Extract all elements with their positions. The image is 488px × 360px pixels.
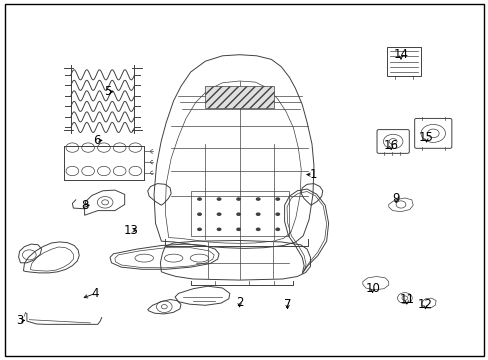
Circle shape [216, 212, 221, 216]
Text: 14: 14 [393, 48, 407, 61]
Circle shape [236, 212, 241, 216]
Text: 13: 13 [123, 224, 138, 237]
Text: 11: 11 [399, 293, 413, 306]
Text: 15: 15 [418, 131, 433, 144]
Text: 4: 4 [91, 287, 99, 300]
Text: 7: 7 [283, 298, 291, 311]
Circle shape [275, 197, 280, 201]
Circle shape [216, 228, 221, 231]
Bar [205, 86, 273, 108]
Text: 8: 8 [81, 199, 88, 212]
Text: 2: 2 [235, 296, 243, 309]
Text: 5: 5 [103, 85, 111, 98]
Circle shape [197, 228, 202, 231]
Text: 10: 10 [365, 282, 379, 294]
Circle shape [236, 197, 241, 201]
Circle shape [255, 228, 260, 231]
Circle shape [255, 212, 260, 216]
Circle shape [197, 212, 202, 216]
Text: 3: 3 [16, 314, 23, 327]
Bar [190, 191, 288, 236]
Circle shape [275, 212, 280, 216]
Text: 1: 1 [308, 168, 316, 181]
Text: 6: 6 [93, 134, 101, 147]
Circle shape [236, 228, 241, 231]
Text: 12: 12 [417, 298, 432, 311]
Circle shape [255, 197, 260, 201]
Bar [386, 47, 420, 76]
Circle shape [197, 197, 202, 201]
Circle shape [275, 228, 280, 231]
Circle shape [216, 197, 221, 201]
Text: 9: 9 [391, 192, 399, 204]
Text: 16: 16 [383, 139, 398, 152]
